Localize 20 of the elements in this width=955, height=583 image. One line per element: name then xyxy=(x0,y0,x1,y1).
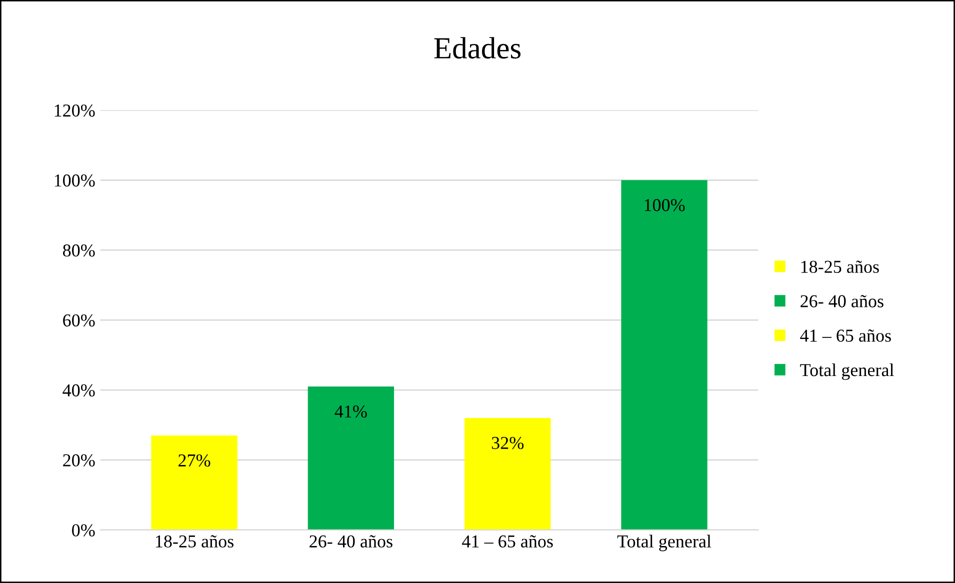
x-tick-label: 26- 40 años xyxy=(310,535,392,548)
y-tick-label: 0% xyxy=(72,524,95,536)
y-tick-label: 80% xyxy=(63,244,95,257)
y-tick-label: 100% xyxy=(54,174,95,187)
x-tick-label: 18-25 años xyxy=(156,535,234,548)
x-tick-label: 41 – 65 años xyxy=(462,535,553,548)
legend-label: 18-25 años xyxy=(801,260,879,273)
y-tick-label: 40% xyxy=(62,384,95,397)
legend-label: 41 – 65 años xyxy=(800,329,891,342)
x-tick-label: Total general xyxy=(617,534,712,552)
data-label: 32% xyxy=(492,436,524,450)
data-label: 41% xyxy=(334,405,367,418)
data-label: 27% xyxy=(178,454,210,467)
data-label: 100% xyxy=(644,199,685,212)
legend-label: Total general xyxy=(800,364,894,380)
y-tick-label: 20% xyxy=(63,454,95,466)
y-tick-label: 120% xyxy=(54,104,95,117)
y-tick-label: 60% xyxy=(63,314,95,327)
chart-title: Edades xyxy=(434,37,521,59)
legend-label: 26- 40 años xyxy=(800,295,884,308)
